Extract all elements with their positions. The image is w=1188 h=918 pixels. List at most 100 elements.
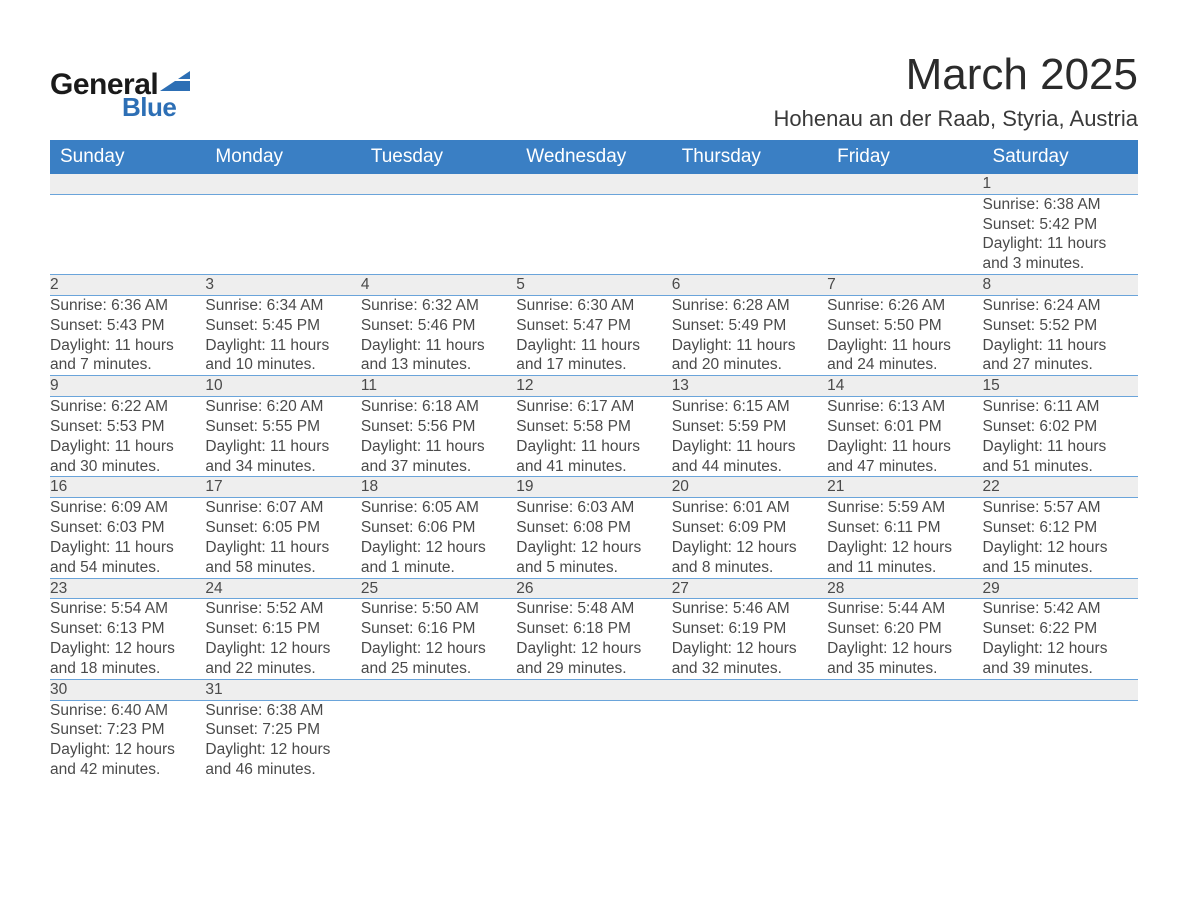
daylight-text-2: and 51 minutes.	[983, 457, 1138, 477]
daylight-text-2: and 29 minutes.	[516, 659, 671, 679]
daylight-text: Daylight: 11 hours	[50, 437, 205, 457]
day-details-cell	[827, 700, 982, 780]
daylight-text-2: and 5 minutes.	[516, 558, 671, 578]
day-number-cell: 24	[205, 578, 360, 599]
sunset-text: Sunset: 6:06 PM	[361, 518, 516, 538]
sunrise-text: Sunrise: 6:34 AM	[205, 296, 360, 316]
day-number-cell: 5	[516, 275, 671, 296]
daylight-text: Daylight: 12 hours	[361, 639, 516, 659]
daylight-text-2: and 32 minutes.	[672, 659, 827, 679]
sunrise-text: Sunrise: 6:38 AM	[983, 195, 1138, 215]
daylight-text: Daylight: 11 hours	[205, 336, 360, 356]
daylight-text-2: and 11 minutes.	[827, 558, 982, 578]
sunset-text: Sunset: 6:13 PM	[50, 619, 205, 639]
details-row: Sunrise: 6:09 AMSunset: 6:03 PMDaylight:…	[50, 498, 1138, 578]
weekday-header: Thursday	[672, 140, 827, 174]
details-row: Sunrise: 5:54 AMSunset: 6:13 PMDaylight:…	[50, 599, 1138, 679]
sunrise-text: Sunrise: 6:13 AM	[827, 397, 982, 417]
sunrise-text: Sunrise: 5:42 AM	[983, 599, 1138, 619]
daylight-text: Daylight: 11 hours	[983, 336, 1138, 356]
weekday-header-row: Sunday Monday Tuesday Wednesday Thursday…	[50, 140, 1138, 174]
weekday-header: Wednesday	[516, 140, 671, 174]
day-details-cell: Sunrise: 6:24 AMSunset: 5:52 PMDaylight:…	[983, 295, 1138, 375]
daylight-text-2: and 13 minutes.	[361, 355, 516, 375]
day-details-cell: Sunrise: 6:40 AMSunset: 7:23 PMDaylight:…	[50, 700, 205, 780]
daylight-text: Daylight: 12 hours	[361, 538, 516, 558]
sunset-text: Sunset: 6:12 PM	[983, 518, 1138, 538]
sunset-text: Sunset: 5:42 PM	[983, 215, 1138, 235]
sunset-text: Sunset: 5:46 PM	[361, 316, 516, 336]
sunrise-text: Sunrise: 6:03 AM	[516, 498, 671, 518]
day-number-cell: 22	[983, 477, 1138, 498]
details-row: Sunrise: 6:22 AMSunset: 5:53 PMDaylight:…	[50, 397, 1138, 477]
sunrise-text: Sunrise: 6:17 AM	[516, 397, 671, 417]
sunset-text: Sunset: 6:22 PM	[983, 619, 1138, 639]
daynum-row: 3031	[50, 679, 1138, 700]
day-number-cell: 25	[361, 578, 516, 599]
daylight-text: Daylight: 12 hours	[205, 740, 360, 760]
sunrise-text: Sunrise: 6:20 AM	[205, 397, 360, 417]
daylight-text: Daylight: 11 hours	[205, 437, 360, 457]
brand-text-blue: Blue	[122, 92, 176, 123]
sunset-text: Sunset: 5:59 PM	[672, 417, 827, 437]
sunset-text: Sunset: 5:43 PM	[50, 316, 205, 336]
day-number-cell: 8	[983, 275, 1138, 296]
day-details-cell: Sunrise: 6:09 AMSunset: 6:03 PMDaylight:…	[50, 498, 205, 578]
day-number-cell: 14	[827, 376, 982, 397]
sunrise-text: Sunrise: 6:30 AM	[516, 296, 671, 316]
daylight-text: Daylight: 11 hours	[50, 538, 205, 558]
day-details-cell	[516, 194, 671, 274]
details-row: Sunrise: 6:38 AMSunset: 5:42 PMDaylight:…	[50, 194, 1138, 274]
sunset-text: Sunset: 5:52 PM	[983, 316, 1138, 336]
weekday-header: Friday	[827, 140, 982, 174]
sunrise-text: Sunrise: 6:40 AM	[50, 701, 205, 721]
daylight-text-2: and 47 minutes.	[827, 457, 982, 477]
day-details-cell: Sunrise: 6:38 AMSunset: 5:42 PMDaylight:…	[983, 194, 1138, 274]
day-number-cell	[205, 174, 360, 194]
day-number-cell	[827, 679, 982, 700]
day-number-cell	[516, 679, 671, 700]
daylight-text-2: and 27 minutes.	[983, 355, 1138, 375]
daylight-text: Daylight: 11 hours	[516, 437, 671, 457]
sunset-text: Sunset: 6:16 PM	[361, 619, 516, 639]
sunrise-text: Sunrise: 6:01 AM	[672, 498, 827, 518]
sunrise-text: Sunrise: 5:57 AM	[983, 498, 1138, 518]
day-details-cell: Sunrise: 6:32 AMSunset: 5:46 PMDaylight:…	[361, 295, 516, 375]
daylight-text: Daylight: 11 hours	[827, 336, 982, 356]
day-number-cell: 30	[50, 679, 205, 700]
daylight-text-2: and 17 minutes.	[516, 355, 671, 375]
day-details-cell: Sunrise: 5:50 AMSunset: 6:16 PMDaylight:…	[361, 599, 516, 679]
daylight-text: Daylight: 11 hours	[205, 538, 360, 558]
day-details-cell: Sunrise: 6:38 AMSunset: 7:25 PMDaylight:…	[205, 700, 360, 780]
sunset-text: Sunset: 6:08 PM	[516, 518, 671, 538]
daylight-text: Daylight: 11 hours	[672, 437, 827, 457]
sunrise-text: Sunrise: 6:26 AM	[827, 296, 982, 316]
sunrise-text: Sunrise: 6:05 AM	[361, 498, 516, 518]
day-number-cell	[361, 174, 516, 194]
day-number-cell	[672, 679, 827, 700]
sunset-text: Sunset: 6:11 PM	[827, 518, 982, 538]
sunset-text: Sunset: 6:05 PM	[205, 518, 360, 538]
daylight-text: Daylight: 12 hours	[983, 639, 1138, 659]
day-details-cell: Sunrise: 5:48 AMSunset: 6:18 PMDaylight:…	[516, 599, 671, 679]
daylight-text: Daylight: 12 hours	[516, 538, 671, 558]
day-details-cell: Sunrise: 6:22 AMSunset: 5:53 PMDaylight:…	[50, 397, 205, 477]
day-details-cell: Sunrise: 6:17 AMSunset: 5:58 PMDaylight:…	[516, 397, 671, 477]
daylight-text-2: and 46 minutes.	[205, 760, 360, 780]
daylight-text: Daylight: 11 hours	[516, 336, 671, 356]
details-row: Sunrise: 6:40 AMSunset: 7:23 PMDaylight:…	[50, 700, 1138, 780]
sunset-text: Sunset: 6:09 PM	[672, 518, 827, 538]
daylight-text-2: and 44 minutes.	[672, 457, 827, 477]
sunrise-text: Sunrise: 5:50 AM	[361, 599, 516, 619]
day-number-cell: 9	[50, 376, 205, 397]
day-number-cell: 21	[827, 477, 982, 498]
location-subtitle: Hohenau an der Raab, Styria, Austria	[774, 106, 1138, 132]
daylight-text-2: and 41 minutes.	[516, 457, 671, 477]
sunset-text: Sunset: 5:50 PM	[827, 316, 982, 336]
day-number-cell: 11	[361, 376, 516, 397]
daylight-text-2: and 42 minutes.	[50, 760, 205, 780]
sunrise-text: Sunrise: 6:18 AM	[361, 397, 516, 417]
day-details-cell: Sunrise: 6:18 AMSunset: 5:56 PMDaylight:…	[361, 397, 516, 477]
sunrise-text: Sunrise: 5:52 AM	[205, 599, 360, 619]
day-details-cell	[361, 194, 516, 274]
